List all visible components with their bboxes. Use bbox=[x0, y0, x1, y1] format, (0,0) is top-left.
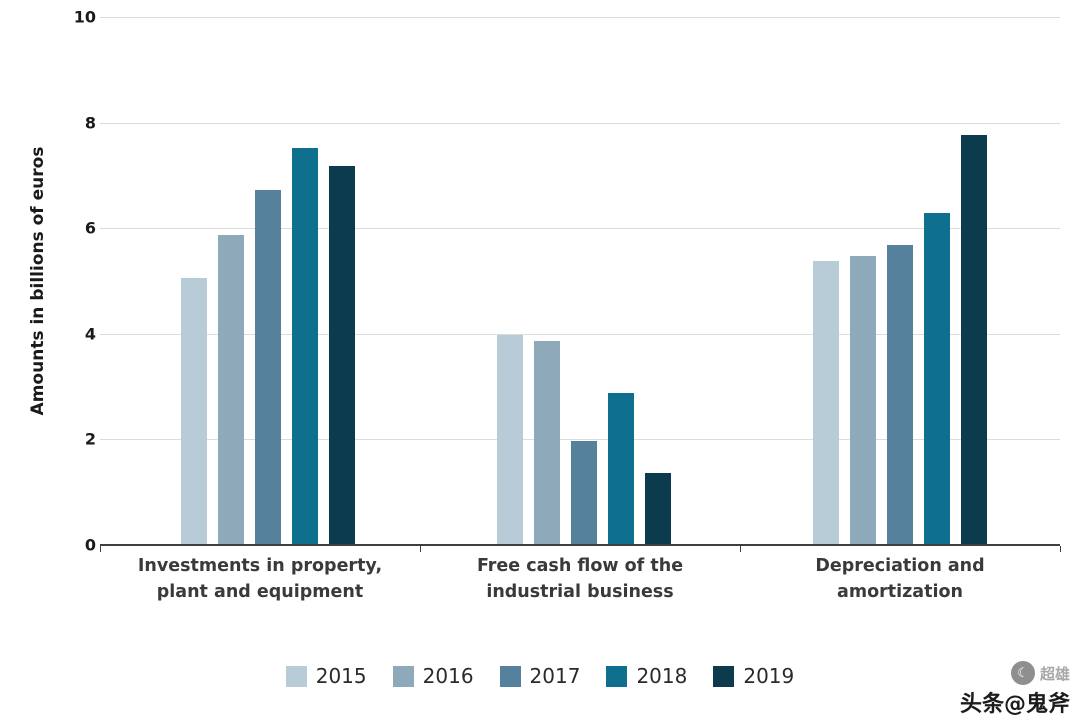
category-label: Investments in property, plant and equipm… bbox=[137, 556, 383, 603]
x-axis-line bbox=[100, 544, 1060, 546]
legend-label: 2018 bbox=[636, 664, 688, 688]
y-tick-label: 0 bbox=[84, 535, 96, 555]
watermark-badge-label: 超雄 bbox=[1039, 664, 1070, 683]
bar-group bbox=[742, 17, 1058, 545]
bar-2019 bbox=[329, 165, 355, 545]
y-axis-ticks: 0 2 4 6 8 10 bbox=[0, 8, 96, 555]
legend-label: 2019 bbox=[743, 664, 795, 688]
legend-item-2017: 2017 bbox=[499, 664, 581, 688]
moon-badge-icon: ☾ bbox=[1010, 661, 1035, 685]
axis-separator-tick bbox=[740, 546, 741, 552]
gridline bbox=[100, 17, 1060, 18]
axis-separator-tick bbox=[420, 546, 421, 552]
watermark-badge-row: ☾ 超雄 bbox=[960, 661, 1070, 685]
bar-group bbox=[426, 17, 742, 545]
gridline bbox=[100, 228, 1060, 230]
bar-2018 bbox=[608, 393, 634, 545]
gridline bbox=[100, 439, 1060, 441]
watermark-text: 头条@鬼斧 bbox=[959, 692, 1070, 717]
bar-group bbox=[110, 17, 426, 545]
axis-separator-tick bbox=[1060, 546, 1061, 552]
legend-item-2018: 2018 bbox=[606, 664, 687, 688]
plot-area bbox=[100, 17, 1060, 545]
legend-label: 2016 bbox=[422, 664, 474, 688]
y-tick-label: 4 bbox=[84, 324, 96, 344]
bar-2015 bbox=[813, 260, 839, 545]
legend-swatch bbox=[392, 665, 414, 687]
category-label: Depreciation and amortization bbox=[815, 556, 985, 603]
bar-groups bbox=[110, 17, 1058, 545]
y-tick-label: 8 bbox=[84, 113, 96, 133]
bar-2016 bbox=[850, 256, 876, 545]
category-label: Free cash flow of the industrial business bbox=[476, 556, 684, 603]
category-labels: Investments in property, plant and equipm… bbox=[100, 553, 1060, 606]
legend-item-2019: 2019 bbox=[713, 664, 794, 688]
watermark: ☾ 超雄 头条@鬼斧 bbox=[960, 661, 1070, 718]
legend-item-2016: 2016 bbox=[392, 664, 474, 688]
bar-2015 bbox=[181, 278, 207, 545]
bar-2017 bbox=[255, 190, 281, 545]
legend-label: 2017 bbox=[529, 664, 581, 688]
bar-2018 bbox=[924, 212, 950, 545]
bar-2018 bbox=[292, 147, 318, 545]
bar-2019 bbox=[961, 134, 987, 545]
axis-separator-tick bbox=[100, 546, 101, 552]
bar-2017 bbox=[571, 440, 597, 545]
legend-label: 2015 bbox=[315, 664, 367, 688]
bar-2017 bbox=[887, 245, 913, 545]
legend-swatch bbox=[285, 665, 307, 687]
legend-swatch bbox=[499, 665, 521, 687]
y-tick-label: 10 bbox=[73, 7, 96, 27]
gridline bbox=[100, 333, 1060, 335]
legend: 2015 2016 2017 2018 2019 bbox=[0, 664, 1080, 688]
legend-swatch bbox=[713, 665, 735, 687]
bar-2016 bbox=[218, 234, 244, 545]
y-tick-label: 6 bbox=[84, 218, 96, 238]
y-tick-label: 2 bbox=[84, 429, 96, 449]
bar-2016 bbox=[534, 340, 560, 545]
bar-2019 bbox=[645, 473, 671, 545]
gridline bbox=[100, 122, 1060, 124]
legend-item-2015: 2015 bbox=[285, 664, 367, 688]
legend-swatch bbox=[606, 665, 628, 687]
bar-2015 bbox=[497, 335, 523, 545]
